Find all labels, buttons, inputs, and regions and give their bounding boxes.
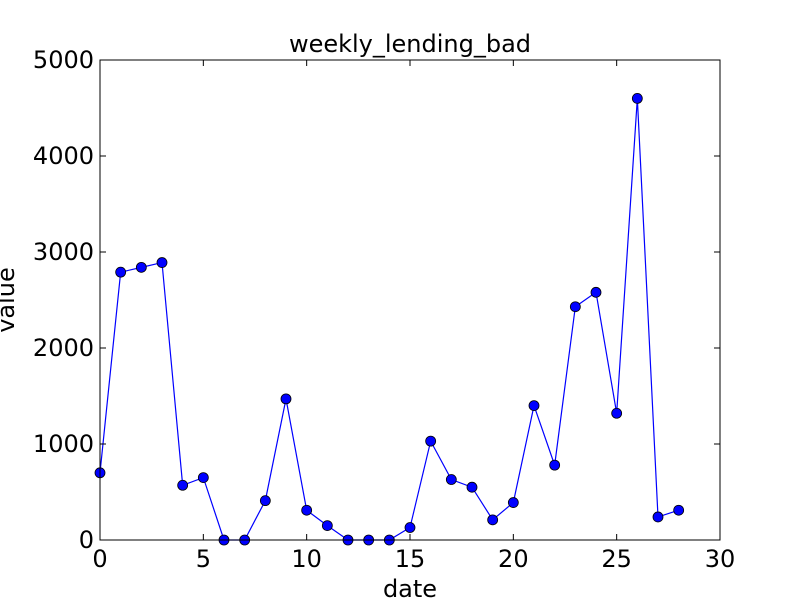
x-tick-label: 25 — [601, 545, 632, 573]
data-point — [631, 93, 643, 104]
data-point — [156, 257, 168, 268]
x-tick-label: 15 — [395, 545, 426, 573]
data-point — [445, 474, 457, 485]
y-axis-label: value — [0, 267, 20, 333]
plot-frame — [99, 59, 721, 541]
data-point — [425, 435, 437, 447]
y-tick-label: 1000 — [33, 430, 94, 458]
data-point — [177, 479, 189, 491]
chart-title: weekly_lending_bad — [289, 30, 531, 58]
axes: 0 5 10 15 20 25 30 0 1000 2000 3000 4000 5000 — [33, 46, 735, 573]
y-tick-label: 3000 — [33, 238, 94, 266]
data-point — [135, 261, 147, 273]
x-tick-label: 0 — [92, 545, 107, 573]
y-tick-label: 0 — [79, 526, 94, 554]
data-point — [466, 481, 478, 493]
data-point — [321, 520, 333, 531]
data-point — [549, 459, 561, 471]
y-tick-label: 5000 — [33, 46, 94, 74]
data-point — [259, 495, 271, 507]
data-point — [115, 266, 127, 278]
data-point — [652, 511, 664, 523]
data-point — [611, 407, 623, 419]
x-tick-label: 30 — [705, 545, 736, 573]
x-axis-label: date — [383, 575, 437, 600]
data-point — [404, 522, 416, 533]
data-point — [487, 514, 499, 526]
x-tick-label: 10 — [291, 545, 322, 573]
data-point — [301, 504, 313, 516]
data-point — [507, 497, 519, 508]
x-tick-label: 20 — [498, 545, 529, 573]
data-point — [590, 286, 602, 298]
plot-area — [94, 93, 685, 546]
data-point — [569, 301, 581, 313]
data-point — [197, 472, 209, 484]
x-tick-label: 5 — [196, 545, 211, 573]
y-tick-label: 2000 — [33, 334, 94, 362]
y-tick-label: 4000 — [33, 142, 94, 170]
data-point — [673, 504, 685, 516]
data-point — [280, 393, 292, 405]
series-line — [99, 98, 679, 541]
data-point — [528, 400, 540, 412]
